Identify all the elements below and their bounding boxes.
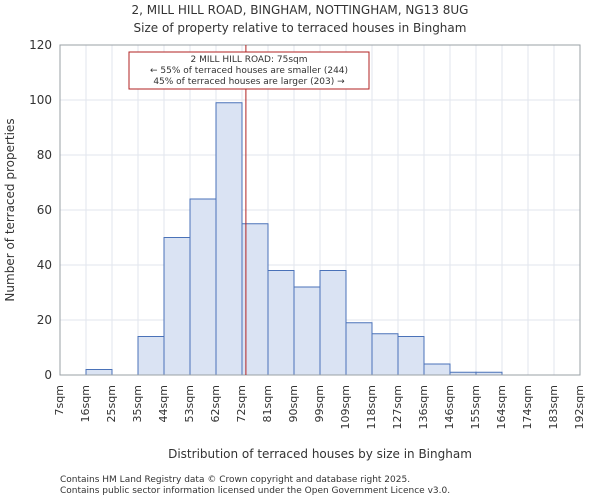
bar-53sqm bbox=[189, 198, 217, 376]
bar-127sqm bbox=[397, 336, 425, 376]
x-tick-label: 174sqm bbox=[521, 385, 534, 429]
x-tick-label: 16sqm bbox=[79, 385, 92, 422]
x-axis-label: Distribution of terraced houses by size … bbox=[168, 447, 472, 461]
chart-subtitle: Size of property relative to terraced ho… bbox=[134, 21, 467, 35]
x-tick-label: 183sqm bbox=[547, 385, 560, 429]
bar-109sqm bbox=[345, 322, 373, 376]
y-tick-label: 60 bbox=[37, 203, 52, 217]
y-tick-label: 40 bbox=[37, 258, 52, 272]
footer-line-2: Contains public sector information licen… bbox=[60, 486, 450, 496]
x-tick-label: 136sqm bbox=[417, 385, 430, 429]
bar-136sqm bbox=[423, 363, 451, 376]
bar-16sqm bbox=[85, 369, 113, 376]
x-tick-label: 35sqm bbox=[131, 385, 144, 422]
x-tick-label: 25sqm bbox=[105, 385, 118, 422]
y-tick-label: 80 bbox=[37, 148, 52, 162]
annotation-line-1: 2 MILL HILL ROAD: 75sqm bbox=[191, 55, 308, 65]
bar-62sqm bbox=[215, 102, 243, 376]
x-tick-label: 7sqm bbox=[53, 385, 66, 415]
x-tick-label: 146sqm bbox=[443, 385, 456, 429]
annotation-line-2: ← 55% of terraced houses are smaller (24… bbox=[150, 66, 348, 76]
x-tick-label: 62sqm bbox=[209, 385, 222, 422]
bar-81sqm bbox=[267, 270, 295, 376]
x-tick-label: 127sqm bbox=[391, 385, 404, 429]
x-tick-label: 44sqm bbox=[157, 385, 170, 422]
x-tick-label: 72sqm bbox=[235, 385, 248, 422]
bar-99sqm bbox=[319, 270, 347, 376]
y-axis-label: Number of terraced properties bbox=[3, 118, 17, 301]
x-tick-label: 192sqm bbox=[573, 385, 586, 429]
plot-frame bbox=[59, 44, 581, 376]
y-tick-label: 0 bbox=[44, 368, 52, 382]
bar-118sqm bbox=[371, 333, 399, 376]
y-tick-label: 100 bbox=[29, 93, 52, 107]
y-tick-labels: 0 20 40 60 80 100 120 bbox=[29, 38, 52, 382]
y-tick-label: 120 bbox=[29, 38, 52, 52]
bar-35sqm bbox=[137, 336, 165, 376]
x-tick-label: 109sqm bbox=[339, 385, 352, 429]
annotation-box bbox=[128, 51, 370, 90]
x-tick-labels: 7sqm 16sqm 25sqm 35sqm 44sqm 53sqm 62sqm 72sqm 8… bbox=[53, 385, 586, 429]
footer-line-1: Contains HM Land Registry data © Crown c… bbox=[60, 475, 410, 485]
chart-title: 2, MILL HILL ROAD, BINGHAM, NOTTINGHAM, … bbox=[132, 3, 469, 17]
x-tick-label: 164sqm bbox=[495, 385, 508, 429]
bar-44sqm bbox=[163, 237, 191, 376]
x-tick-label: 90sqm bbox=[287, 385, 300, 422]
x-tick-label: 53sqm bbox=[183, 385, 196, 422]
annotation-line-3: 45% of terraced houses are larger (203) … bbox=[153, 77, 345, 87]
x-tick-label: 155sqm bbox=[469, 385, 482, 429]
x-tick-label: 118sqm bbox=[365, 385, 378, 429]
x-tick-label: 81sqm bbox=[261, 385, 274, 422]
bar-90sqm bbox=[293, 286, 321, 376]
y-tick-label: 20 bbox=[37, 313, 52, 327]
bars bbox=[85, 102, 503, 376]
x-tick-label: 99sqm bbox=[313, 385, 326, 422]
